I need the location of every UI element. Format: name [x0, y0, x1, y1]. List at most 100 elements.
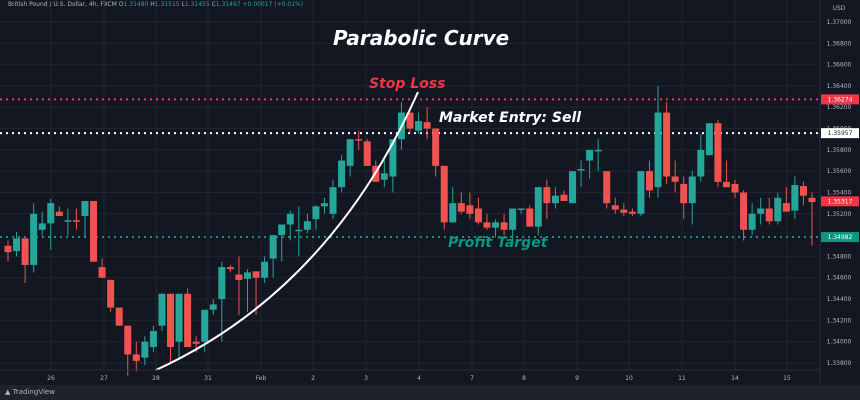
price-tag [821, 128, 859, 139]
candle [774, 197, 782, 222]
candle [81, 201, 89, 216]
candle [611, 205, 619, 210]
candle [637, 171, 645, 214]
price-tick: 1.35400 [827, 189, 852, 196]
candle [72, 220, 80, 222]
price-axis-panel[interactable] [820, 0, 860, 385]
candle [141, 341, 149, 358]
candle [457, 203, 465, 212]
candle [132, 354, 140, 361]
candle [449, 203, 457, 223]
time-tick: 27 [100, 375, 108, 382]
candle [526, 208, 534, 227]
price-tick: 1.37000 [827, 19, 852, 26]
price-tick: 1.34200 [827, 317, 852, 324]
candle [149, 331, 157, 348]
candle [329, 187, 337, 214]
profit-target-label: Profit Target [448, 235, 548, 251]
candle [534, 187, 542, 227]
candle [671, 176, 679, 182]
candle [201, 309, 209, 342]
candle [799, 186, 807, 196]
price-tick: 1.35200 [827, 211, 852, 218]
candle [226, 267, 234, 270]
candle [697, 149, 705, 177]
candle [500, 222, 508, 230]
candle [406, 112, 414, 129]
candle [577, 169, 585, 171]
candle [209, 304, 217, 310]
footer-bar [0, 385, 860, 400]
candle [55, 211, 63, 216]
price-tag [821, 94, 859, 105]
price-tag [821, 196, 859, 207]
candle [338, 160, 346, 188]
candle [782, 203, 790, 212]
time-tick: 9 [575, 375, 579, 382]
candle [243, 272, 251, 279]
time-tick: 7 [470, 375, 474, 382]
time-tick: 14 [731, 375, 739, 382]
candle [320, 203, 328, 207]
candle [680, 183, 688, 204]
candle [654, 112, 662, 188]
candle [714, 123, 722, 182]
svg-text:1.36274: 1.36274 [828, 96, 853, 103]
candle [158, 293, 166, 326]
time-axis[interactable]: 26 27 28 31 Feb 2 3 4 7 8 9 10 11 14 15 [47, 375, 791, 382]
candle [286, 213, 294, 225]
time-tick: 8 [522, 375, 526, 382]
candle [192, 341, 200, 344]
candle [312, 206, 320, 220]
candle [740, 192, 748, 230]
candle [722, 181, 730, 188]
candle [440, 165, 448, 223]
parabolic-curve-line [155, 91, 419, 371]
time-tick: 15 [783, 375, 791, 382]
low-value: 1.31455 [184, 1, 210, 8]
candle [4, 245, 12, 253]
price-tick: 1.34000 [827, 339, 852, 346]
candle [603, 171, 611, 204]
candle [295, 229, 303, 232]
candle [98, 267, 106, 278]
currency-label: USD [833, 5, 846, 12]
candle [569, 171, 577, 204]
stop-loss-label: Stop Loss [369, 76, 446, 92]
candle [663, 112, 671, 177]
time-tick: 2 [311, 375, 315, 382]
price-tick: 1.36600 [827, 62, 852, 69]
market-entry-label: Market Entry: Sell [439, 110, 582, 126]
candle [731, 183, 739, 193]
price-tick: 1.33800 [827, 360, 852, 367]
candle [13, 238, 21, 252]
symbol-legend: British Pound / U.S. Dollar, 4h, FXCM O1… [8, 1, 304, 8]
candlestick-series [4, 85, 816, 376]
candle [466, 205, 474, 214]
candle [21, 238, 29, 265]
candle [346, 139, 354, 166]
high-value: 1.31515 [154, 1, 180, 8]
time-tick: 31 [204, 375, 212, 382]
tradingview-logo[interactable]: ▲ TradingView [5, 388, 55, 396]
candle [355, 139, 363, 141]
svg-text:1.35317: 1.35317 [828, 198, 853, 205]
close-value: 1.31497 [215, 1, 241, 8]
candle [38, 223, 46, 230]
time-tick: Feb [256, 375, 267, 382]
candle [474, 208, 482, 223]
time-tick: 10 [625, 375, 633, 382]
candle [184, 293, 192, 348]
candle [415, 121, 423, 131]
candle [560, 194, 568, 202]
time-tick: 28 [152, 375, 160, 382]
candle [30, 213, 38, 265]
price-tick: 1.34400 [827, 296, 852, 303]
candle [492, 222, 500, 228]
price-tick: 1.36200 [827, 104, 852, 111]
candle [363, 141, 371, 166]
candle [389, 139, 397, 177]
candle [278, 224, 286, 236]
